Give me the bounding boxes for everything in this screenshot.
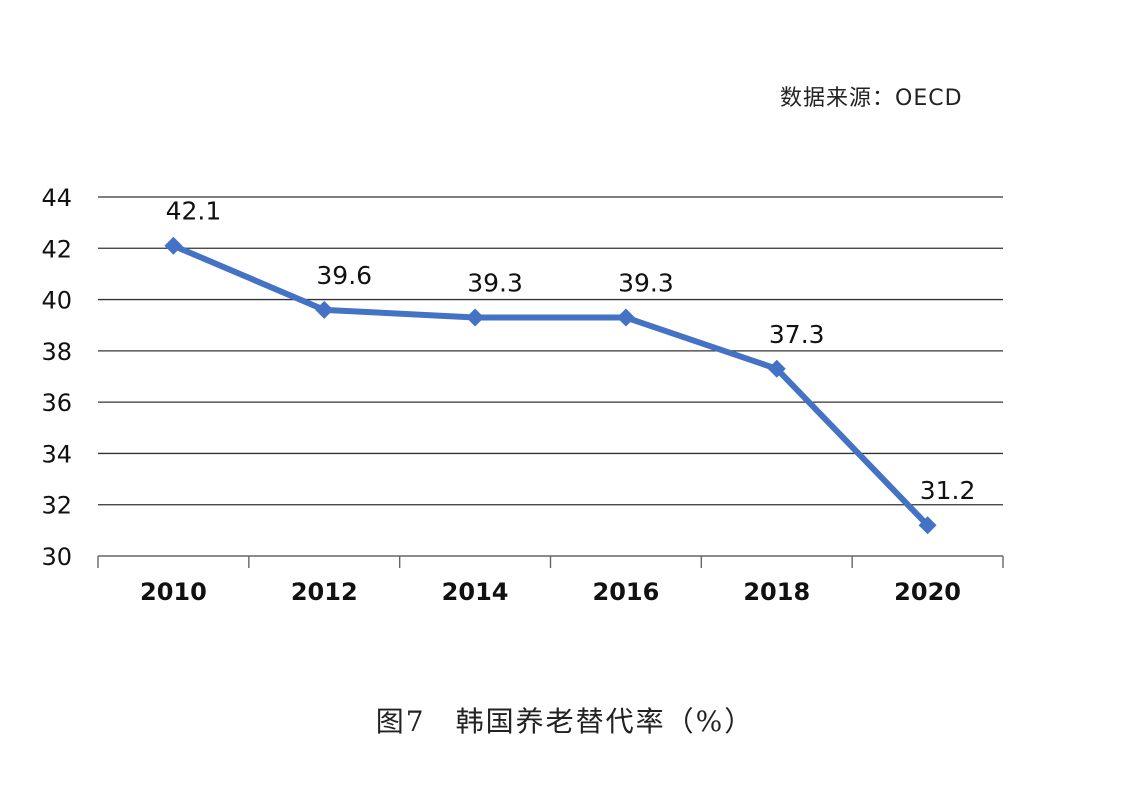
source-note: 数据来源：OECD <box>780 86 963 111</box>
data-point-2018 <box>767 359 786 378</box>
x-axis-ticks: 2010 2012 2014 2016 2018 2020 <box>140 578 961 606</box>
x-tick-label: 2010 <box>140 578 207 606</box>
y-tick-label: 32 <box>41 492 72 520</box>
data-point-2012 <box>315 300 334 319</box>
data-label-2014: 39.3 <box>467 269 523 298</box>
data-point-2020 <box>918 516 937 535</box>
data-point-2010 <box>164 236 183 255</box>
x-axis <box>97 555 1004 568</box>
x-tick-label: 2014 <box>442 578 509 606</box>
y-tick-label: 34 <box>41 440 72 468</box>
x-tick-label: 2018 <box>743 578 810 606</box>
data-label-2020: 31.2 <box>920 476 976 505</box>
y-tick-label: 42 <box>41 235 72 263</box>
series-line-group <box>164 236 937 535</box>
data-point-2014 <box>466 308 485 327</box>
figure-caption: 图7 韩国养老替代率（%） <box>375 705 755 738</box>
gridlines <box>98 196 1003 506</box>
data-label-2018: 37.3 <box>769 320 825 349</box>
x-tick-label: 2020 <box>894 578 961 606</box>
data-label-2010: 42.1 <box>166 197 222 226</box>
y-tick-label: 40 <box>41 287 72 315</box>
y-tick-label: 44 <box>41 184 72 212</box>
series-line <box>170 242 931 529</box>
data-point-2016 <box>616 308 635 327</box>
x-tick-label: 2012 <box>291 578 358 606</box>
data-label-2016: 39.3 <box>618 269 674 298</box>
y-tick-label: 36 <box>41 389 72 417</box>
y-tick-label: 30 <box>41 543 72 571</box>
data-labels: 42.1 39.6 39.3 39.3 37.3 31.2 <box>166 197 976 506</box>
line-chart: 30 32 34 36 38 40 42 44 2010 2012 2014 2016 2018 202… <box>41 184 1004 606</box>
y-tick-label: 38 <box>41 338 72 366</box>
x-tick-label: 2016 <box>593 578 660 606</box>
data-label-2012: 39.6 <box>316 261 372 290</box>
y-axis-ticks: 30 32 34 36 38 40 42 44 <box>41 184 72 571</box>
